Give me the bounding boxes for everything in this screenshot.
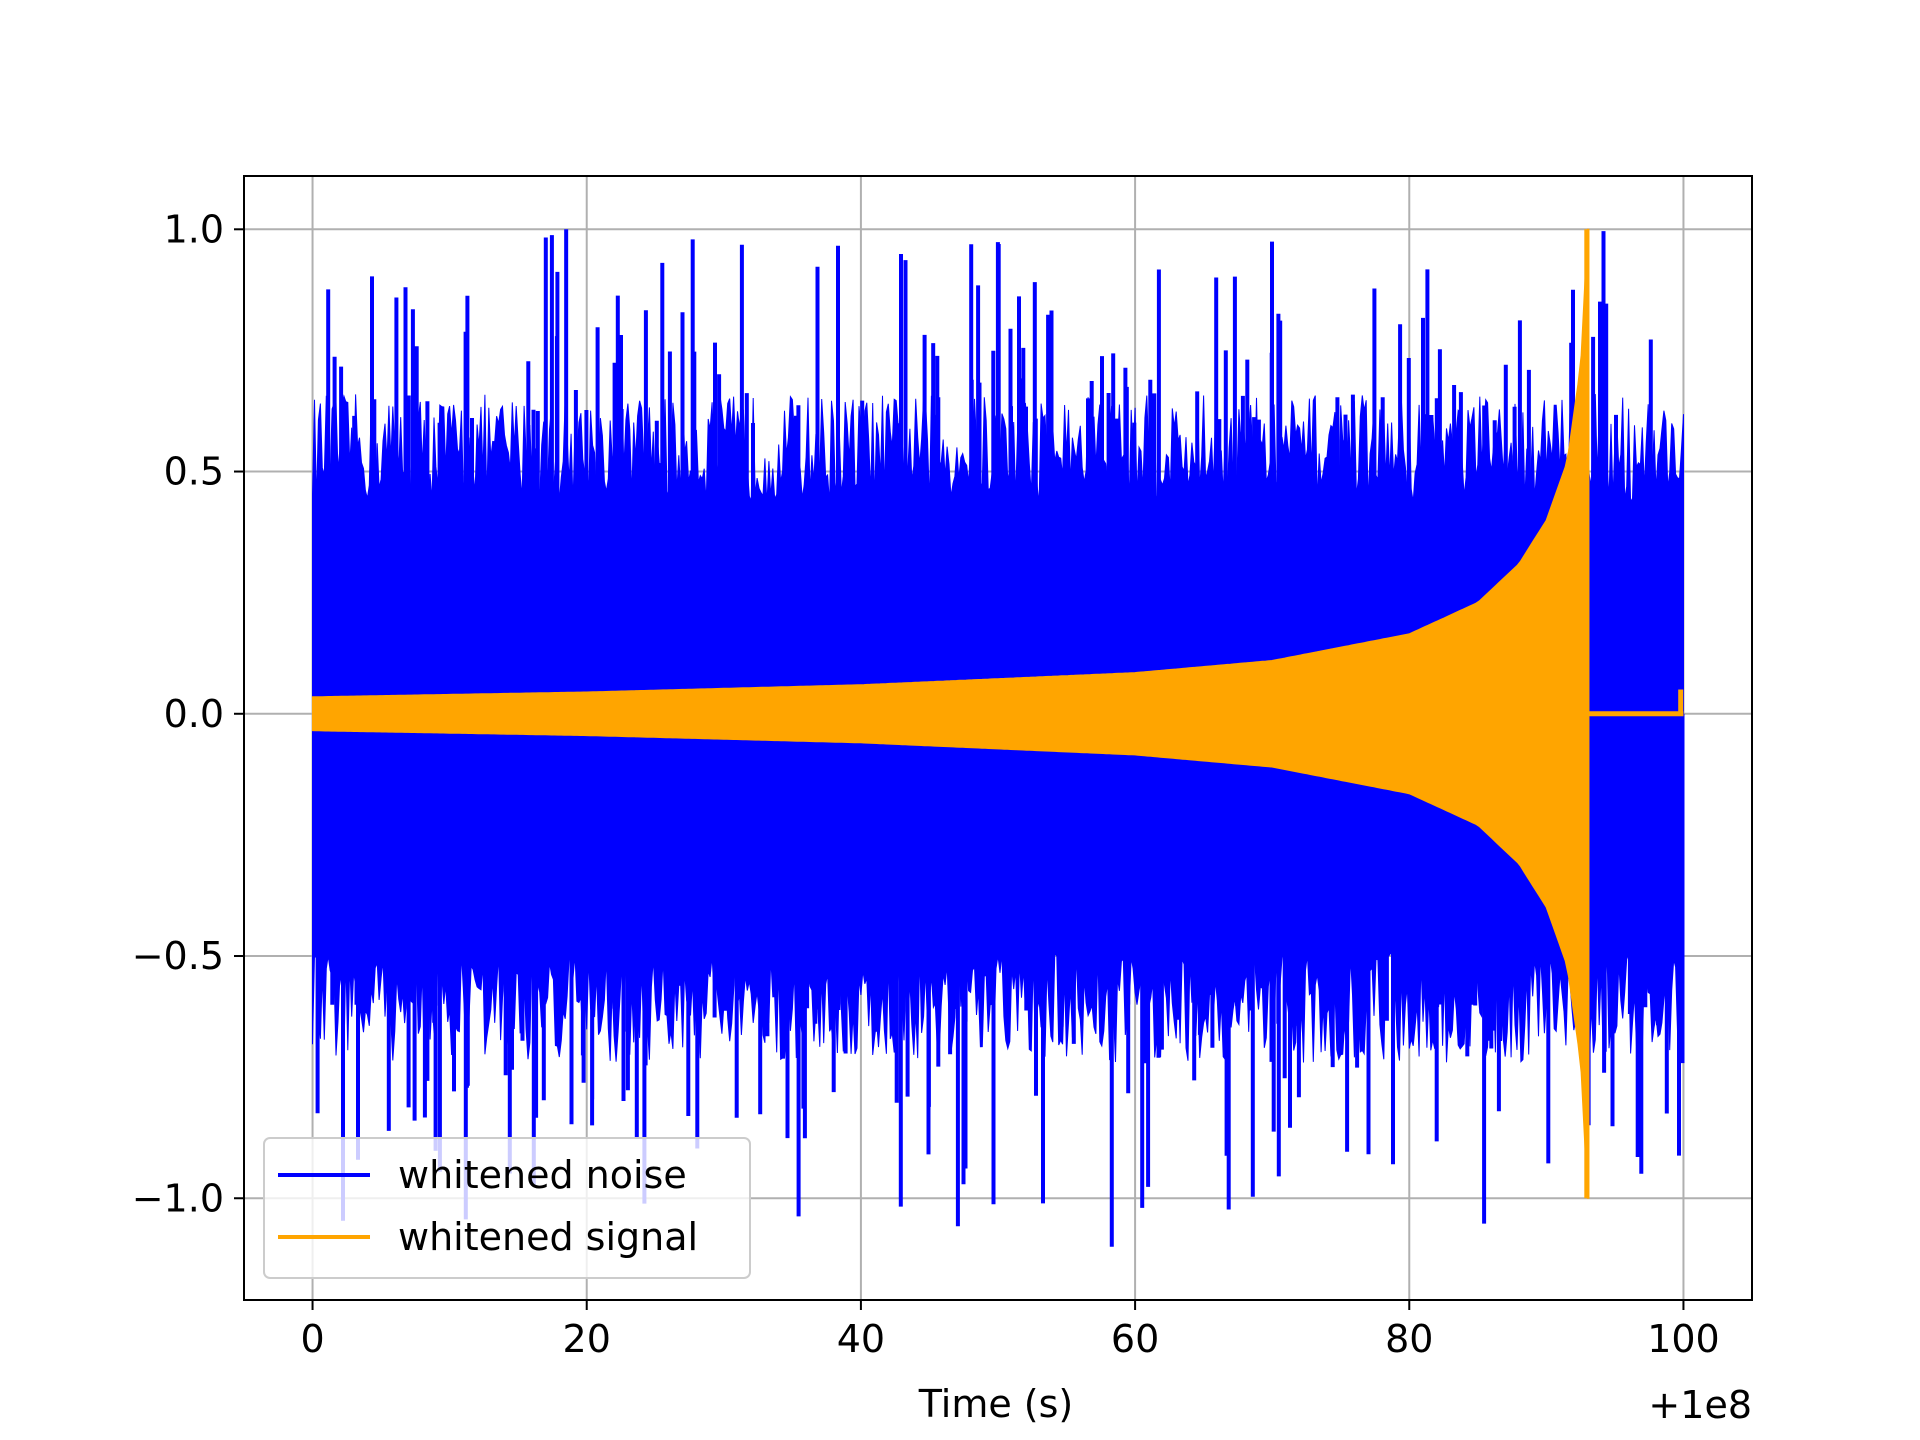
x-offset-label: +1e8 xyxy=(1648,1383,1752,1427)
x-axis: 0 20 40 60 80 100 xyxy=(300,1300,1720,1361)
legend-label-signal: whitened signal xyxy=(398,1215,698,1259)
y-tick-label: 1.0 xyxy=(164,207,224,251)
y-axis: −1.0 −0.5 0.0 0.5 1.0 xyxy=(132,207,244,1220)
legend: whitened noise whitened signal xyxy=(263,1137,751,1279)
x-tick-label: 20 xyxy=(563,1317,611,1361)
whitened-signal-line xyxy=(312,228,1590,1199)
x-tick-label: 80 xyxy=(1385,1317,1433,1361)
y-tick-label: −0.5 xyxy=(132,934,224,978)
y-tick-label: −1.0 xyxy=(132,1176,224,1220)
x-tick-label: 100 xyxy=(1647,1317,1720,1361)
axes-frame xyxy=(243,175,1753,1301)
x-axis-label: Time (s) xyxy=(918,1382,1074,1426)
plot-area xyxy=(312,228,1685,1247)
legend-box xyxy=(263,1137,751,1279)
legend-label-noise: whitened noise xyxy=(398,1153,687,1197)
whitened-signal-spikes xyxy=(1584,229,1684,1199)
x-tick-label: 0 xyxy=(300,1317,324,1361)
x-tick-label: 60 xyxy=(1111,1317,1159,1361)
y-tick-label: 0.0 xyxy=(164,692,224,736)
y-tick-label: 0.5 xyxy=(164,450,224,494)
x-tick-label: 40 xyxy=(837,1317,885,1361)
